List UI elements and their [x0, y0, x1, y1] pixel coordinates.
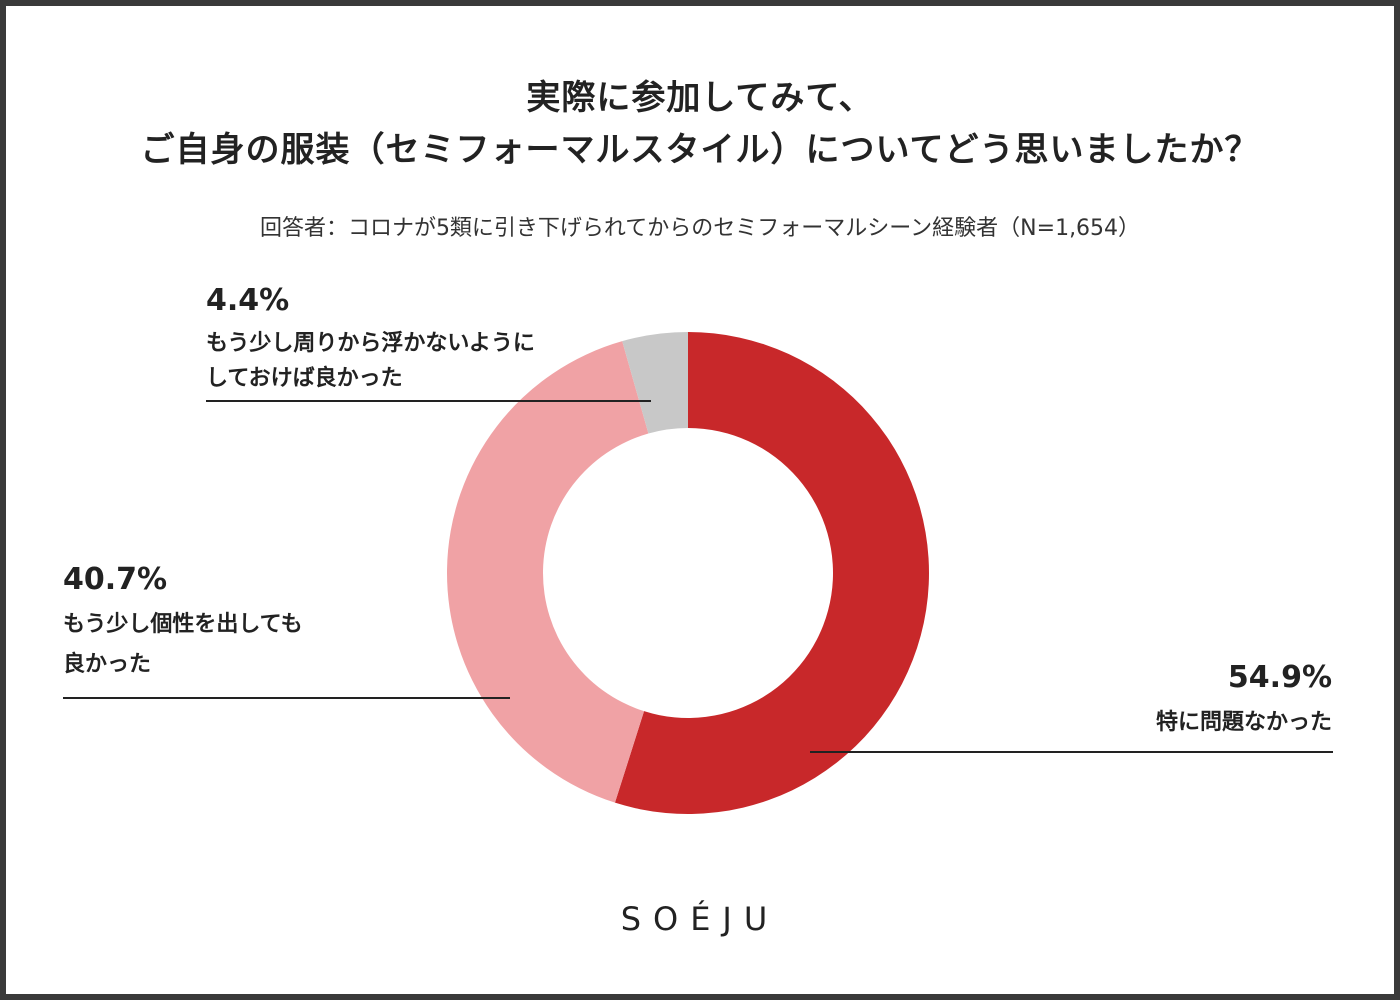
- slice-2-label-line-2: 良かった: [63, 652, 152, 677]
- slice-3-label-line-1: もう少し周りから浮かないように: [206, 331, 535, 356]
- donut-slice-1: [614, 332, 930, 814]
- slice-3-percent: 4.4%: [206, 283, 290, 318]
- chart-title-line-1: 実際に参加してみて、: [526, 78, 874, 118]
- donut-slice-2: [447, 341, 649, 803]
- slice-1-percent: 54.9%: [1227, 660, 1332, 695]
- slice-2-percent: 40.7%: [63, 562, 168, 597]
- slice-2-label-line-1: もう少し個性を出しても: [63, 612, 303, 637]
- donut-slice-3: [622, 332, 688, 434]
- chart-subtitle: 回答者：コロナが5類に引き下げられてからのセミフォーマルシーン経験者（N=1,6…: [259, 216, 1141, 241]
- brand-logo: SOÉJU: [620, 900, 780, 938]
- slice-3-label-line-2: しておけば良かった: [206, 366, 403, 391]
- donut-slices: [447, 332, 930, 814]
- slice-1-label: 特に問題なかった: [1155, 710, 1332, 735]
- leader-lines: [63, 400, 1333, 753]
- chart-title-line-2: ご自身の服装（セミフォーマルスタイル）についてどう思いましたか？: [140, 130, 1260, 170]
